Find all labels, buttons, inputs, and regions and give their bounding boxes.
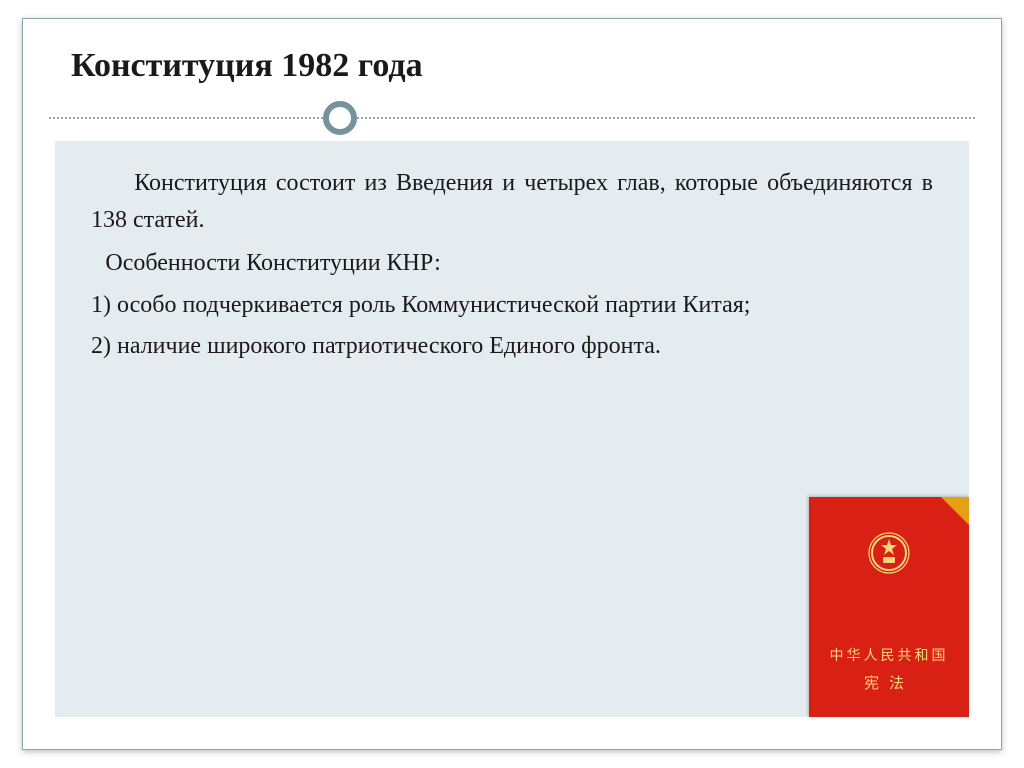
list-item-2: 2) наличие широкого патриотического Един…	[91, 328, 933, 365]
national-emblem-icon	[867, 531, 911, 575]
list-item-1: 1) особо подчеркивается роль Коммунистич…	[91, 287, 933, 324]
content-area: Конституция состоит из Введения и четыре…	[55, 141, 969, 717]
circle-accent-icon	[323, 101, 357, 135]
book-title-line1: 中华人民共和国	[809, 645, 969, 665]
subtitle-paragraph: Особенности Конституции КНР:	[91, 245, 933, 282]
book-title-line2: 宪法	[809, 672, 969, 693]
corner-ribbon-icon	[941, 497, 969, 525]
title-area: Конституция 1982 года	[23, 19, 1001, 93]
intro-paragraph: Конституция состоит из Введения и четыре…	[91, 165, 933, 239]
dotted-line	[49, 117, 975, 119]
slide-title: Конституция 1982 года	[71, 47, 953, 85]
slide-frame: Конституция 1982 года Конституция состои…	[22, 18, 1002, 750]
constitution-book-cover: 中华人民共和国 宪法	[809, 497, 969, 717]
title-divider	[23, 99, 1001, 135]
